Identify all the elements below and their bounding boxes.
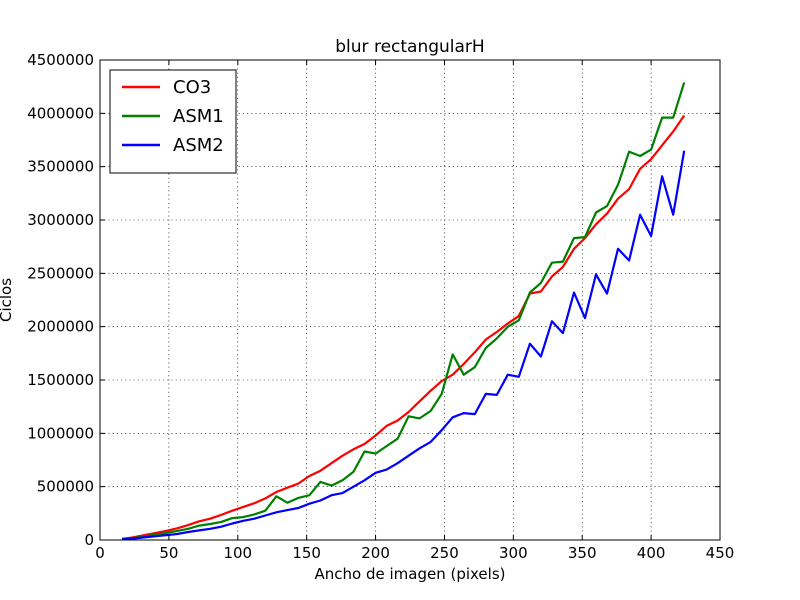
y-axis-label: Ciclos xyxy=(0,278,15,322)
legend: CO3 ASM1 ASM2 xyxy=(109,69,237,174)
x-tick-label: 450 xyxy=(706,544,735,562)
y-tick-label: 500000 xyxy=(37,478,94,496)
x-tick-label: 300 xyxy=(499,544,528,562)
series-line-asm1 xyxy=(121,82,686,541)
legend-label-co3: CO3 xyxy=(173,77,211,98)
plot-frame xyxy=(99,59,721,541)
grid-lines xyxy=(100,60,720,540)
y-tick-label: 4000000 xyxy=(27,104,94,122)
series-line-asm2 xyxy=(121,150,686,541)
x-tick-label: 400 xyxy=(637,544,666,562)
x-tick-label: 0 xyxy=(95,544,105,562)
y-tick-label: 1000000 xyxy=(27,424,94,442)
series-lines xyxy=(121,82,686,541)
y-tick-label: 2500000 xyxy=(27,264,94,282)
legend-label-asm2: ASM2 xyxy=(173,135,224,156)
y-tick-label: 3000000 xyxy=(27,211,94,229)
x-tick-label: 350 xyxy=(568,544,597,562)
y-tick-label: 0 xyxy=(84,531,94,549)
chart-title: blur rectangularH xyxy=(335,37,484,57)
y-tick-label: 3500000 xyxy=(27,158,94,176)
legend-label-asm1: ASM1 xyxy=(173,106,224,127)
x-tick-label: 50 xyxy=(159,544,178,562)
y-tick-label: 4500000 xyxy=(27,51,94,69)
x-tick-label: 150 xyxy=(292,544,321,562)
x-tick-label: 100 xyxy=(223,544,252,562)
x-axis-label: Ancho de imagen (pixels) xyxy=(314,565,505,583)
axis-ticks: 0 50 100 150 200 250 300 350 400 450 0 500000 100000… xyxy=(27,51,734,562)
x-tick-label: 200 xyxy=(361,544,390,562)
y-tick-label: 1500000 xyxy=(27,371,94,389)
series-line-co3 xyxy=(121,114,686,540)
y-tick-label: 2000000 xyxy=(27,318,94,336)
x-tick-label: 250 xyxy=(430,544,459,562)
